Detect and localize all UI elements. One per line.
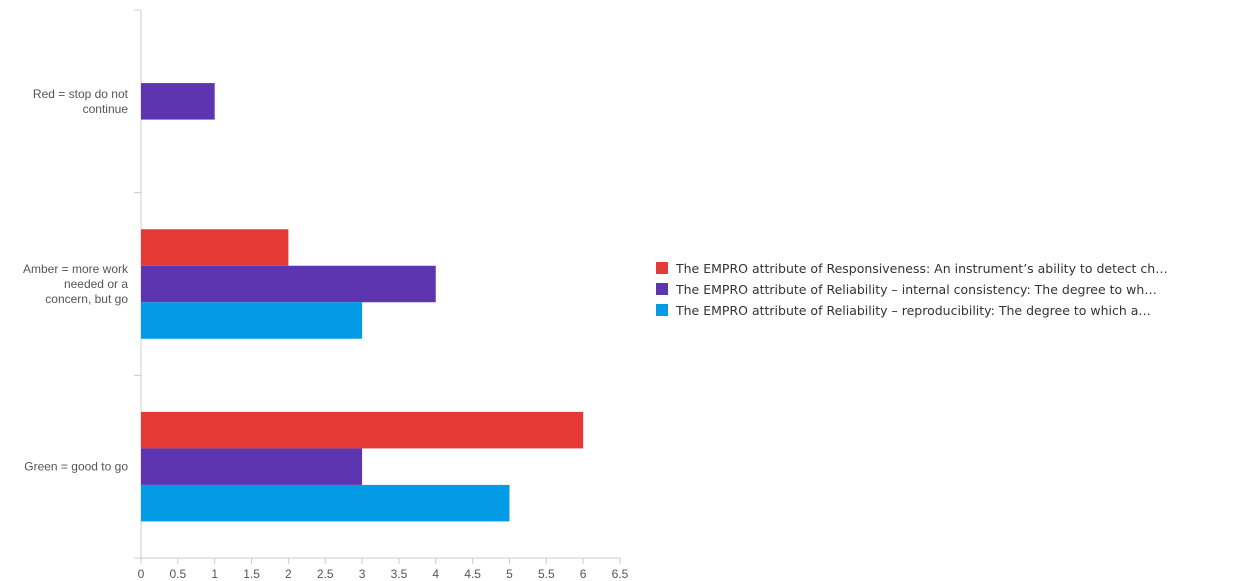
x-tick-label: 1.5 <box>243 567 260 581</box>
bar <box>141 484 510 522</box>
x-tick-label: 6 <box>580 567 587 581</box>
legend-label: The EMPRO attribute of Reliability – rep… <box>675 303 1151 318</box>
x-tick-label: 0.5 <box>170 567 187 581</box>
x-tick-label: 6.5 <box>612 567 629 581</box>
bar <box>141 411 584 449</box>
x-tick-label: 4.5 <box>464 567 481 581</box>
x-tick-label: 5.5 <box>538 567 555 581</box>
bar <box>141 302 363 339</box>
legend-item[interactable]: The EMPRO attribute of Reliability – int… <box>656 282 1157 297</box>
x-tick-label: 4 <box>432 567 439 581</box>
y-category-label: Red = stop do not continue <box>33 87 129 116</box>
bar <box>141 83 215 120</box>
x-tick-label: 2.5 <box>317 567 334 581</box>
bars <box>141 83 584 522</box>
x-tick-label: 3 <box>359 567 366 581</box>
x-axis-ticks: 0 0.5 1 1.5 2 2.5 3 3.5 4 4.5 5 5.5 6 6.5 <box>138 558 629 581</box>
x-tick-label: 5 <box>506 567 513 581</box>
legend-item[interactable]: The EMPRO attribute of Reliability – rep… <box>656 303 1151 318</box>
y-axis-categories: Red = stop do not continue Amber = more wo… <box>23 87 129 474</box>
bar <box>141 448 363 485</box>
x-tick-label: 0 <box>138 567 145 581</box>
legend-item[interactable]: The EMPRO attribute of Responsiveness: A… <box>656 261 1168 276</box>
legend-swatch <box>656 262 668 274</box>
legend-label: The EMPRO attribute of Responsiveness: A… <box>675 261 1168 276</box>
x-tick-label: 1 <box>211 567 218 581</box>
x-tick-label: 2 <box>285 567 292 581</box>
bar <box>141 229 289 266</box>
legend-label: The EMPRO attribute of Reliability – int… <box>675 282 1157 297</box>
bar <box>141 265 436 303</box>
legend[interactable]: The EMPRO attribute of Responsiveness: A… <box>656 261 1168 318</box>
legend-swatch <box>656 283 668 295</box>
y-category-label: Green = good to go <box>24 460 128 474</box>
y-category-label: Amber = more work needed or a concern, but… <box>23 262 129 306</box>
legend-swatch <box>656 304 668 316</box>
x-tick-label: 3.5 <box>391 567 408 581</box>
